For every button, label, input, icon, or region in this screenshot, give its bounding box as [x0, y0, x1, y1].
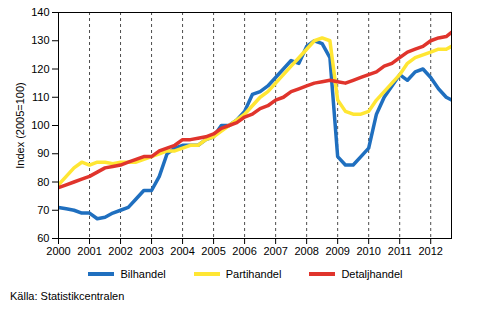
svg-text:80: 80	[37, 176, 49, 188]
svg-text:2007: 2007	[263, 245, 287, 257]
svg-text:120: 120	[31, 63, 49, 75]
html-text:Bilhandel: Bilhandel	[120, 268, 166, 280]
html-text:Detaljhandel: Detaljhandel	[341, 268, 403, 280]
svg-text:2002: 2002	[108, 245, 132, 257]
svg-text:2005: 2005	[201, 245, 225, 257]
html-text:Källa: Statistikcentralen: Källa: Statistikcentralen	[10, 290, 125, 302]
svg-text:2012: 2012	[418, 245, 442, 257]
svg-text:2011: 2011	[388, 245, 412, 257]
svg-text:130: 130	[31, 34, 49, 46]
svg-text:60: 60	[37, 232, 49, 244]
svg-text:140: 140	[31, 6, 49, 18]
svg-text:2009: 2009	[325, 245, 349, 257]
html-text:Partihandel: Partihandel	[225, 268, 282, 280]
svg-text:2010: 2010	[356, 245, 380, 257]
svg-text:2001: 2001	[77, 245, 101, 257]
svg-text:100: 100	[31, 119, 49, 131]
svg-text:2008: 2008	[294, 245, 318, 257]
svg-text:Index (2005=100): Index (2005=100)	[14, 82, 26, 169]
svg-text:2000: 2000	[46, 245, 70, 257]
svg-text:90: 90	[37, 147, 49, 159]
svg-text:2006: 2006	[232, 245, 256, 257]
svg-text:2003: 2003	[139, 245, 163, 257]
svg-text:2004: 2004	[170, 245, 194, 257]
svg-text:70: 70	[37, 204, 49, 216]
svg-text:110: 110	[32, 91, 50, 103]
